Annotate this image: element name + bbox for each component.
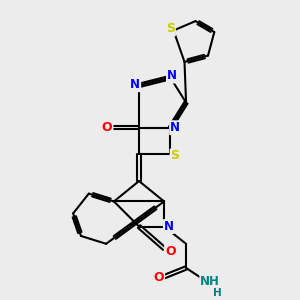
Text: H: H xyxy=(213,288,222,298)
Text: NH: NH xyxy=(200,275,220,288)
Text: S: S xyxy=(171,149,180,163)
Text: O: O xyxy=(165,244,176,257)
Text: O: O xyxy=(102,121,112,134)
Text: O: O xyxy=(154,271,164,284)
Text: S: S xyxy=(166,22,175,35)
Text: N: N xyxy=(130,78,140,91)
Text: N: N xyxy=(170,121,180,134)
Text: N: N xyxy=(167,70,177,83)
Text: N: N xyxy=(164,220,174,233)
